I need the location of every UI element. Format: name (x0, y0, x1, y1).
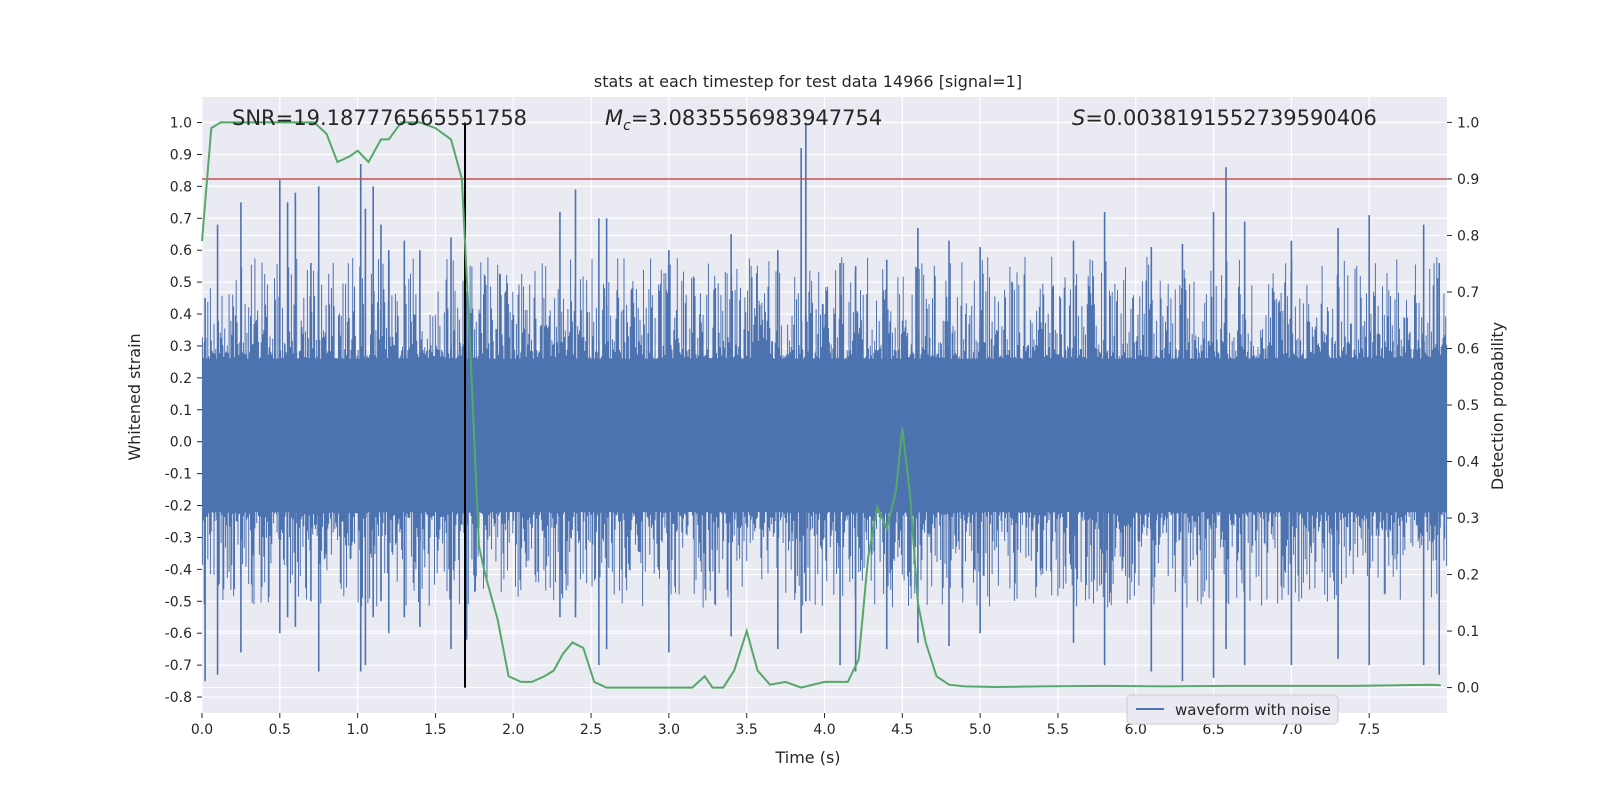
x-tick-label: 1.5 (424, 722, 446, 738)
x-tick-label: 5.5 (1047, 722, 1069, 738)
right-y-tick-label: 1.0 (1457, 115, 1479, 131)
left-y-tick-label: -0.7 (165, 658, 192, 674)
x-tick-label: 3.5 (736, 722, 758, 738)
x-tick-label: 4.0 (813, 722, 835, 738)
legend-box (1126, 694, 1339, 725)
chirp-mass-symbol: M (605, 106, 623, 130)
x-axis-label: Time (s) (774, 748, 840, 767)
left-y-tick-label: -0.8 (165, 690, 192, 706)
x-axis-ticks: 0.0 0.5 1.0 1.5 2.0 2.5 3.0 3.5 4.0 4.5 5.0 5.5 6.0 6… (191, 713, 1380, 738)
x-tick-label: 7.0 (1280, 722, 1302, 738)
left-y-tick-label: 0.7 (170, 211, 192, 227)
chirp-mass-annotation: Mc=3.0835556983947754 (605, 106, 882, 134)
right-y-tick-label: 0.7 (1457, 285, 1479, 301)
right-y-axis-label: Detection probability (1488, 322, 1507, 490)
left-y-tick-label: -0.5 (165, 594, 192, 610)
snr-annotation: SNR=19.187776565551758 (232, 106, 527, 130)
legend-label-waveform: waveform with noise (1175, 701, 1331, 719)
s-value: =0.0038191552739590406 (1085, 106, 1377, 130)
x-tick-label: 0.0 (191, 722, 213, 738)
right-y-tick-label: 0.2 (1457, 568, 1479, 584)
s-annotation: S=0.0038191552739590406 (1072, 106, 1377, 130)
chirp-mass-subscript: c (623, 118, 631, 134)
x-tick-label: 5.0 (969, 722, 991, 738)
chirp-mass-value: =3.0835556983947754 (631, 106, 882, 130)
x-tick-label: 3.0 (658, 722, 680, 738)
left-y-tick-label: 0.4 (170, 307, 192, 323)
right-y-tick-label: 0.0 (1457, 681, 1479, 697)
x-tick-label: 6.0 (1125, 722, 1147, 738)
left-y-tick-label: -0.1 (165, 467, 192, 483)
left-y-tick-label: 0.3 (170, 339, 192, 355)
right-y-axis-ticks: 0.0 0.1 0.2 0.3 0.4 0.5 0.6 0.7 0.8 0.9 1.0 (1447, 115, 1479, 697)
right-y-tick-label: 0.6 (1457, 341, 1479, 357)
right-y-tick-label: 0.8 (1457, 228, 1479, 244)
left-y-tick-label: -0.6 (165, 626, 192, 642)
x-tick-label: 0.5 (269, 722, 291, 738)
x-tick-label: 6.5 (1202, 722, 1224, 738)
chart-title: stats at each timestep for test data 149… (594, 72, 1022, 91)
left-y-tick-label: -0.2 (165, 499, 192, 515)
right-y-tick-label: 0.4 (1457, 455, 1479, 471)
left-y-tick-label: 0.6 (170, 243, 192, 259)
left-y-tick-label: 0.8 (170, 179, 192, 195)
left-y-tick-label: 0.1 (170, 403, 192, 419)
strain-core-band (202, 361, 1447, 509)
right-y-tick-label: 0.5 (1457, 398, 1479, 414)
left-y-axis-ticks: -0.8 -0.7 -0.6 -0.5 -0.4 -0.3 -0.2 -0.1 0.0 0.1 0.… (165, 116, 202, 706)
x-tick-label: 4.5 (891, 722, 913, 738)
left-y-tick-label: 0.2 (170, 371, 192, 387)
x-tick-label: 2.0 (502, 722, 524, 738)
left-y-tick-label: 0.9 (170, 147, 192, 163)
left-y-tick-label: 0.0 (170, 435, 192, 451)
left-y-tick-label: 0.5 (170, 275, 192, 291)
s-symbol: S (1072, 106, 1085, 130)
x-tick-label: 1.0 (346, 722, 368, 738)
right-y-tick-label: 0.1 (1457, 624, 1479, 640)
strain-series (201, 122, 1448, 682)
left-y-axis-label: Whitened strain (125, 333, 144, 460)
left-y-tick-label: -0.3 (165, 530, 192, 546)
right-y-tick-label: 0.9 (1457, 172, 1479, 188)
x-tick-label: 7.5 (1358, 722, 1380, 738)
x-tick-label: 2.5 (580, 722, 602, 738)
legend: waveform with noise (1126, 694, 1339, 725)
probability-series-line (201, 121, 1441, 689)
left-y-tick-label: 1.0 (170, 116, 192, 132)
right-y-tick-label: 0.3 (1457, 511, 1479, 527)
left-y-tick-label: -0.4 (165, 562, 192, 578)
